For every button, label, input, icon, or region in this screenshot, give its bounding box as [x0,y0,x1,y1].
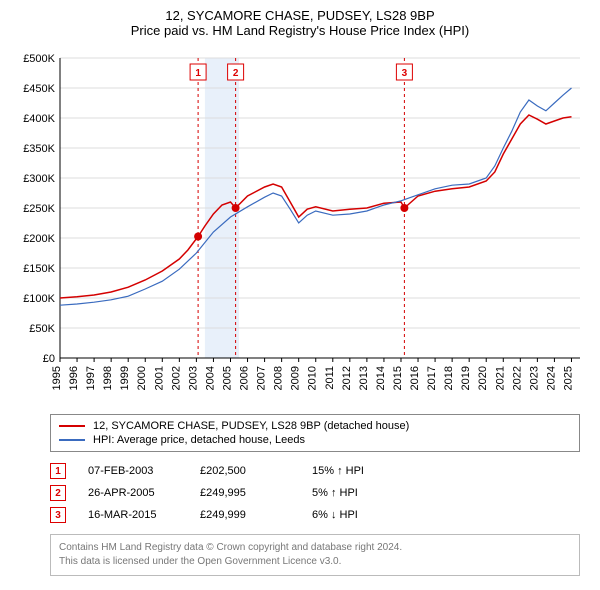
svg-text:1996: 1996 [68,366,80,390]
svg-text:£200K: £200K [23,233,55,245]
svg-text:£150K: £150K [23,263,55,275]
line-chart-svg: £0 £50K £100K £150K £200K £250K £300K £350K £400… [10,48,590,408]
svg-text:2005: 2005 [221,366,233,390]
svg-text:£300K: £300K [23,173,55,185]
svg-text:£0: £0 [43,353,55,365]
chart-title-line1: 12, SYCAMORE CHASE, PUDSEY, LS28 9BP [10,8,590,23]
chart-plot-area: £0 £50K £100K £150K £200K £250K £300K £350K £400… [10,48,590,408]
svg-text:2020: 2020 [477,366,489,390]
svg-text:2014: 2014 [375,366,387,390]
sale-marker-icon: 1 [50,463,66,479]
svg-text:3: 3 [402,68,408,79]
svg-text:2022: 2022 [511,366,523,390]
legend: 12, SYCAMORE CHASE, PUDSEY, LS28 9BP (de… [50,414,580,452]
svg-text:£500K: £500K [23,53,55,65]
legend-label: 12, SYCAMORE CHASE, PUDSEY, LS28 9BP (de… [93,420,409,432]
svg-text:2009: 2009 [290,366,302,390]
svg-text:£50K: £50K [29,323,55,335]
svg-text:2004: 2004 [204,366,216,390]
svg-text:2010: 2010 [307,366,319,390]
svg-text:2: 2 [233,68,239,79]
svg-text:2018: 2018 [443,366,455,390]
svg-text:£450K: £450K [23,83,55,95]
svg-text:2017: 2017 [426,366,438,390]
svg-text:2013: 2013 [358,366,370,390]
svg-text:2012: 2012 [341,366,353,390]
legend-label: HPI: Average price, detached house, Leed… [93,434,305,446]
sale-date: 26-APR-2005 [88,487,178,499]
svg-text:2016: 2016 [409,366,421,390]
svg-text:1995: 1995 [51,366,63,390]
sales-row: 1 07-FEB-2003 £202,500 15% ↑ HPI [50,460,580,482]
svg-text:1: 1 [195,68,201,79]
svg-text:2015: 2015 [392,366,404,390]
svg-text:2008: 2008 [273,366,285,390]
sale-hpi: 5% ↑ HPI [312,487,412,499]
svg-text:2007: 2007 [256,366,268,390]
attribution-line: This data is licensed under the Open Gov… [59,555,571,569]
svg-text:1998: 1998 [102,366,114,390]
legend-swatch [59,425,85,427]
legend-swatch [59,439,85,441]
svg-text:£250K: £250K [23,203,55,215]
sale-hpi: 6% ↓ HPI [312,509,412,521]
sale-hpi: 15% ↑ HPI [312,465,412,477]
svg-text:2011: 2011 [324,366,336,390]
svg-text:2019: 2019 [460,366,472,390]
svg-text:1999: 1999 [119,366,131,390]
svg-text:2000: 2000 [136,366,148,390]
svg-text:1997: 1997 [85,366,97,390]
legend-item: HPI: Average price, detached house, Leed… [59,433,571,447]
sales-table: 1 07-FEB-2003 £202,500 15% ↑ HPI 2 26-AP… [50,460,580,526]
sale-marker-icon: 2 [50,485,66,501]
attribution-line: Contains HM Land Registry data © Crown c… [59,541,571,555]
svg-text:2006: 2006 [239,366,251,390]
svg-text:2025: 2025 [562,366,574,390]
svg-text:£350K: £350K [23,143,55,155]
svg-text:£400K: £400K [23,113,55,125]
sales-row: 2 26-APR-2005 £249,995 5% ↑ HPI [50,482,580,504]
sales-row: 3 16-MAR-2015 £249,999 6% ↓ HPI [50,504,580,526]
sale-date: 16-MAR-2015 [88,509,178,521]
chart-container: 12, SYCAMORE CHASE, PUDSEY, LS28 9BP Pri… [0,0,600,586]
svg-text:2023: 2023 [528,366,540,390]
svg-text:2021: 2021 [494,366,506,390]
sale-marker-icon: 3 [50,507,66,523]
legend-item: 12, SYCAMORE CHASE, PUDSEY, LS28 9BP (de… [59,419,571,433]
chart-title-line2: Price paid vs. HM Land Registry's House … [10,23,590,38]
sale-price: £249,999 [200,509,290,521]
sale-price: £249,995 [200,487,290,499]
attribution-box: Contains HM Land Registry data © Crown c… [50,534,580,576]
svg-text:2002: 2002 [170,366,182,390]
svg-text:2001: 2001 [153,366,165,390]
sale-date: 07-FEB-2003 [88,465,178,477]
svg-text:£100K: £100K [23,293,55,305]
sale-price: £202,500 [200,465,290,477]
svg-text:2024: 2024 [545,366,557,390]
svg-text:2003: 2003 [187,366,199,390]
